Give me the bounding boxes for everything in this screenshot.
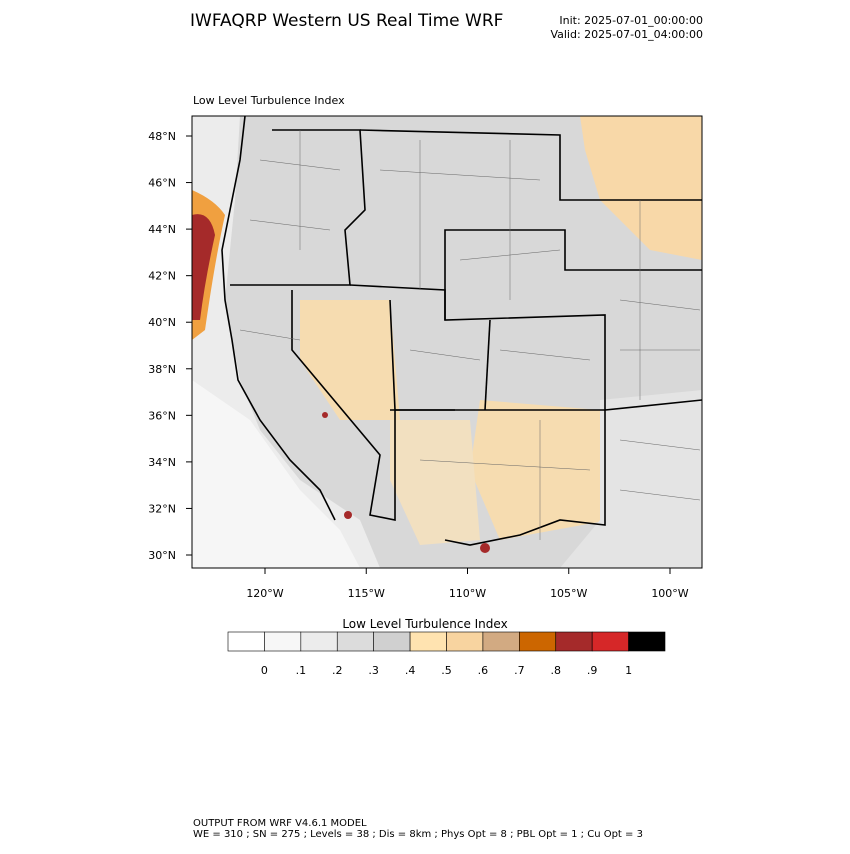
colorbar-label: .6 [478,664,489,677]
colorbar-label: .2 [332,664,343,677]
colorbar-label: .8 [551,664,562,677]
lat-label: 38°N [148,363,176,376]
lat-label: 46°N [148,177,176,190]
lon-label: 120°W [246,587,283,600]
colorbar-box [446,631,484,652]
lon-label: 105°W [550,587,587,600]
colorbar-label: .7 [514,664,525,677]
init-time: Init: 2025-07-01_00:00:00 [559,14,703,27]
colorbar-label: .5 [441,664,452,677]
lat-label: 44°N [148,223,176,236]
colorbar-box [555,631,593,652]
colorbar-box [336,631,374,652]
lon-label: 100°W [651,587,688,600]
colorbar-label: .3 [368,664,379,677]
colorbar-box [482,631,520,652]
map-frame [191,115,703,569]
map [192,116,702,568]
lon-label: 110°W [449,587,486,600]
colorbar-label: .1 [296,664,307,677]
colorbar-label: .4 [405,664,416,677]
colorbar-box [409,631,447,652]
lat-label: 30°N [148,549,176,562]
lat-label: 48°N [148,130,176,143]
colorbar-box [591,631,629,652]
footer-line: WE = 310 ; SN = 275 ; Levels = 38 ; Dis … [193,829,643,840]
colorbar-box [628,631,666,652]
colorbar-label: 0 [261,664,268,677]
colorbar-box [264,631,302,652]
map-subtitle: Low Level Turbulence Index [193,94,345,107]
lat-label: 36°N [148,409,176,422]
lat-label: 40°N [148,316,176,329]
colorbar-label: 1 [625,664,632,677]
colorbar-box [300,631,338,652]
colorbar-box [227,631,265,652]
lat-label: 42°N [148,270,176,283]
footer-line: OUTPUT FROM WRF V4.6.1 MODEL [193,818,367,829]
colorbar-title: Low Level Turbulence Index [342,617,507,631]
colorbar-label: .9 [587,664,598,677]
lon-label: 115°W [348,587,385,600]
valid-time: Valid: 2025-07-01_04:00:00 [550,28,703,41]
lat-label: 32°N [148,502,176,515]
colorbar-box [519,631,557,652]
colorbar-box [373,631,411,652]
lat-label: 34°N [148,456,176,469]
title: IWFAQRP Western US Real Time WRF [190,11,503,31]
